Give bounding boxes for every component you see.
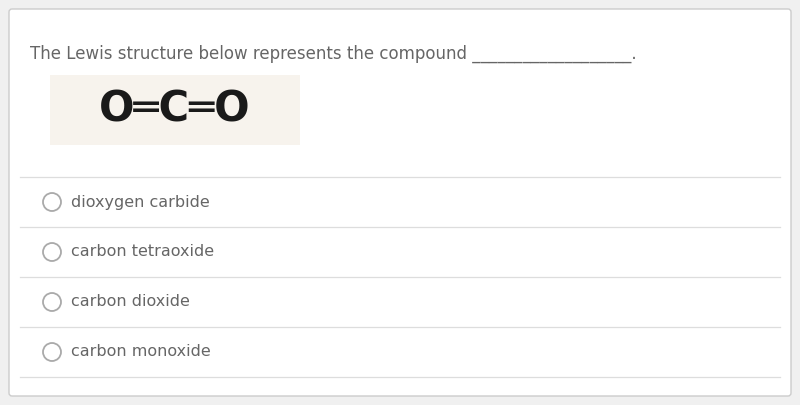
Text: The Lewis structure below represents the compound ___________________.: The Lewis structure below represents the…	[30, 45, 637, 63]
Text: dioxygen carbide: dioxygen carbide	[71, 194, 210, 209]
Text: carbon dioxide: carbon dioxide	[71, 294, 190, 309]
FancyBboxPatch shape	[9, 9, 791, 396]
Text: O═C═O: O═C═O	[99, 89, 251, 131]
Text: carbon monoxide: carbon monoxide	[71, 345, 210, 360]
Text: carbon tetraoxide: carbon tetraoxide	[71, 245, 214, 260]
FancyBboxPatch shape	[50, 75, 300, 145]
